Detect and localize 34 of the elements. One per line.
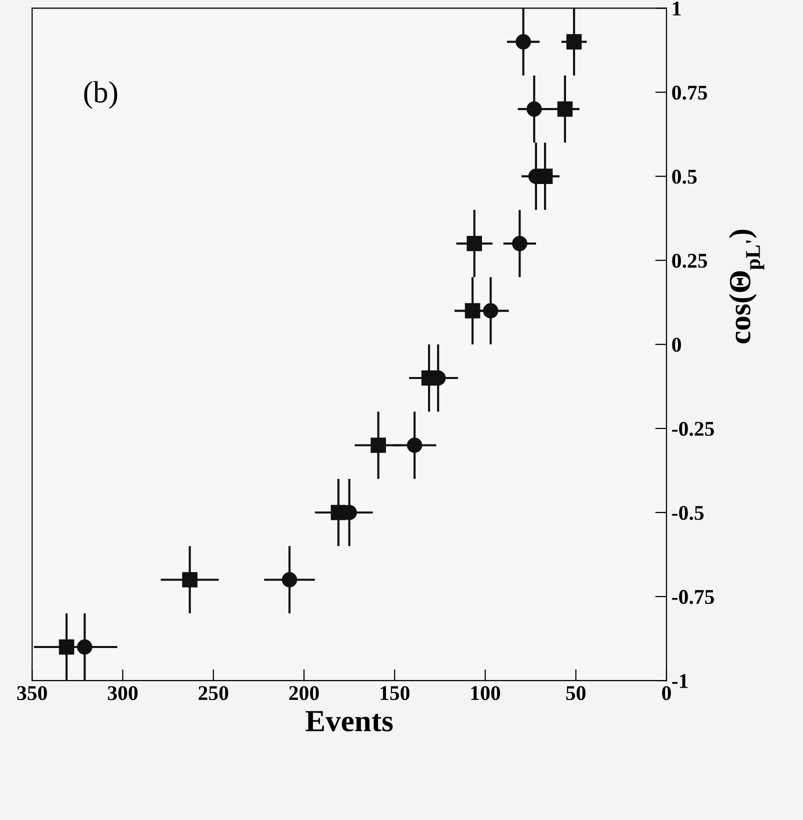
x-tick-label: 0 bbox=[662, 686, 671, 700]
annotation: (b) bbox=[84, 81, 118, 109]
y-tick-label: -1 bbox=[672, 674, 688, 688]
point bbox=[526, 101, 542, 117]
point bbox=[406, 438, 422, 453]
point bbox=[516, 34, 531, 50]
point bbox=[282, 572, 298, 588]
x-tick-label: 150 bbox=[380, 686, 410, 700]
x-tick-label: 250 bbox=[198, 686, 228, 700]
point bbox=[466, 236, 482, 252]
x-axis-title: Events bbox=[306, 711, 393, 732]
y-tick-label: -0.75 bbox=[672, 590, 714, 604]
y-tick-label: 0.25 bbox=[672, 254, 708, 268]
point bbox=[566, 34, 582, 50]
y-tick-label: 1 bbox=[673, 2, 681, 16]
point bbox=[483, 303, 498, 318]
point bbox=[557, 101, 573, 117]
point bbox=[77, 639, 92, 655]
y-tick-label: -0.5 bbox=[672, 506, 704, 520]
y-tick-label: 0 bbox=[672, 338, 681, 352]
point bbox=[370, 438, 386, 453]
y-axis-title: cos(ΘpL') bbox=[728, 230, 764, 344]
point bbox=[512, 236, 528, 252]
y-tick-label: -0.25 bbox=[672, 422, 714, 436]
x-tick-label: 50 bbox=[566, 686, 586, 700]
x-tick-label: 200 bbox=[289, 686, 319, 700]
point bbox=[182, 572, 198, 588]
y-tick-label: 0.75 bbox=[672, 86, 708, 100]
x-tick-label: 100 bbox=[471, 686, 500, 700]
y-tick-label: 0.5 bbox=[672, 170, 697, 184]
x-tick-label: 300 bbox=[108, 686, 138, 700]
point bbox=[58, 639, 74, 655]
point bbox=[464, 303, 480, 318]
x-tick-label: 350 bbox=[17, 686, 47, 700]
